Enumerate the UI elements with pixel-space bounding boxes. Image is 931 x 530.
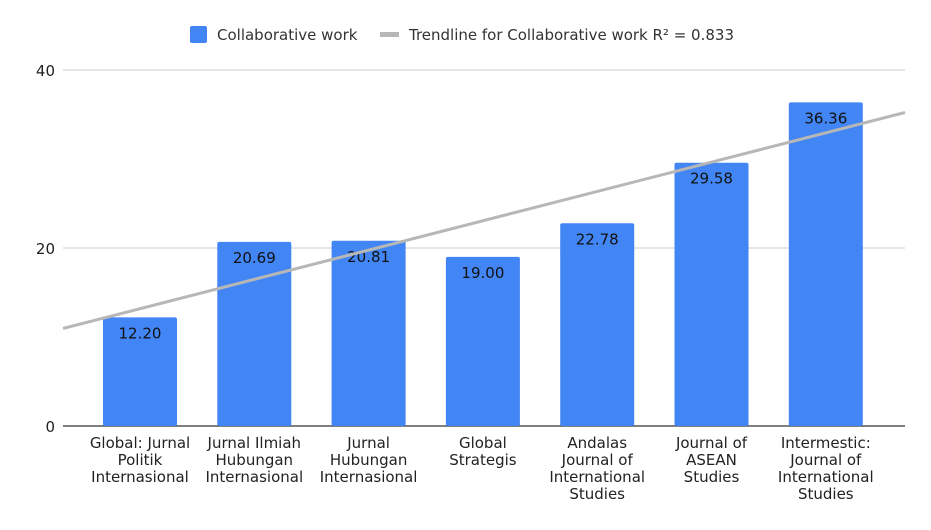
category-label: Global	[459, 434, 507, 452]
legend-label-trendline: Trendline for Collaborative work R² = 0.…	[408, 26, 734, 44]
category-label: Jurnal	[346, 434, 390, 452]
legend: Collaborative work Trendline for Collabo…	[190, 26, 734, 44]
category-label: International	[549, 468, 645, 486]
bar	[331, 240, 406, 426]
bar	[217, 241, 292, 426]
category-label: Politik	[118, 451, 163, 469]
data-label: 19.00	[461, 264, 504, 282]
category-label: Jurnal Ilmiah	[207, 434, 302, 452]
data-label: 29.58	[690, 170, 733, 188]
trendline-group	[62, 111, 906, 330]
category-label: Studies	[798, 485, 854, 503]
category-label: International	[778, 468, 874, 486]
data-label: 36.36	[804, 109, 847, 127]
category-label: Hubungan	[216, 451, 294, 469]
category-label: Internasional	[91, 468, 189, 486]
x-axis-category-labels: Global: JurnalPolitikInternasionalJurnal…	[90, 434, 874, 503]
category-label: Global: Jurnal	[90, 434, 190, 452]
bar	[788, 102, 863, 427]
bar	[560, 223, 635, 426]
category-label: Internasional	[205, 468, 303, 486]
category-label: Intermestic:	[781, 434, 871, 452]
category-label: Studies	[684, 468, 740, 486]
legend-swatch-collaborative-work	[190, 26, 207, 43]
category-label: ASEAN	[686, 451, 737, 469]
legend-label-collaborative-work: Collaborative work	[217, 26, 358, 44]
category-label: Internasional	[320, 468, 418, 486]
y-tick-label: 0	[45, 418, 55, 436]
data-label: 22.78	[576, 230, 619, 248]
y-tick-label: 20	[36, 240, 55, 258]
bars	[103, 102, 863, 427]
data-label: 12.20	[119, 324, 162, 342]
y-tick-label: 40	[36, 62, 55, 80]
data-label: 20.69	[233, 249, 276, 267]
category-label: Studies	[569, 485, 625, 503]
category-label: Andalas	[567, 434, 627, 452]
category-label: Journal of	[561, 451, 634, 469]
category-label: Journal of	[789, 451, 862, 469]
category-label: Journal of	[675, 434, 748, 452]
y-axis-ticks: 0 20 40	[36, 62, 55, 436]
bar	[103, 317, 177, 426]
bar	[445, 256, 520, 426]
trendline	[62, 111, 906, 330]
bar	[674, 162, 749, 426]
category-label: Hubungan	[330, 451, 408, 469]
category-label: Strategis	[449, 451, 517, 469]
legend-swatch-trendline	[380, 32, 399, 37]
